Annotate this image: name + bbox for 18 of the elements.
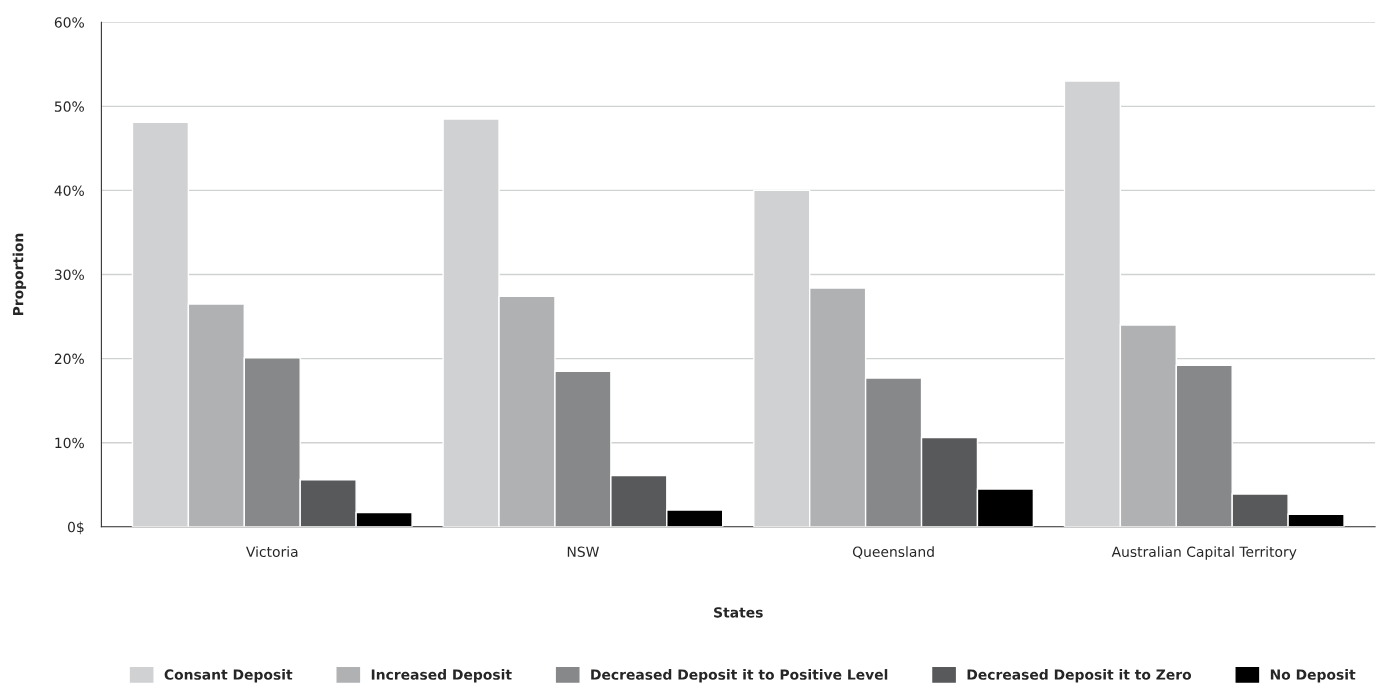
legend-label: Decreased Deposit it to Zero [967,669,1192,683]
y-tick-label: 50% [54,101,84,112]
y-tick-label: 0$ [67,521,84,535]
legend-label: No Deposit [1270,669,1356,683]
y-axis-title: Proportion [12,233,27,316]
legend-label: Increased Deposit [371,669,512,683]
x-tick-label: Australian Capital Territory [1111,546,1297,560]
x-tick-label: NSW [567,546,599,558]
x-tick-label: Victoria [246,546,298,558]
x-tick-label: Queensland [852,546,934,559]
y-tick-label: 20% [54,353,84,365]
y-tick-label: 60% [54,17,84,28]
legend-label: Consant Deposit [164,669,293,683]
y-tick-label: 10% [55,437,84,449]
y-tick-label: 30% [54,269,84,280]
y-tick-label: 40% [54,185,84,196]
legend-label: Decreased Deposit it to Positive Level [591,669,888,683]
x-axis-title: States [714,607,763,618]
